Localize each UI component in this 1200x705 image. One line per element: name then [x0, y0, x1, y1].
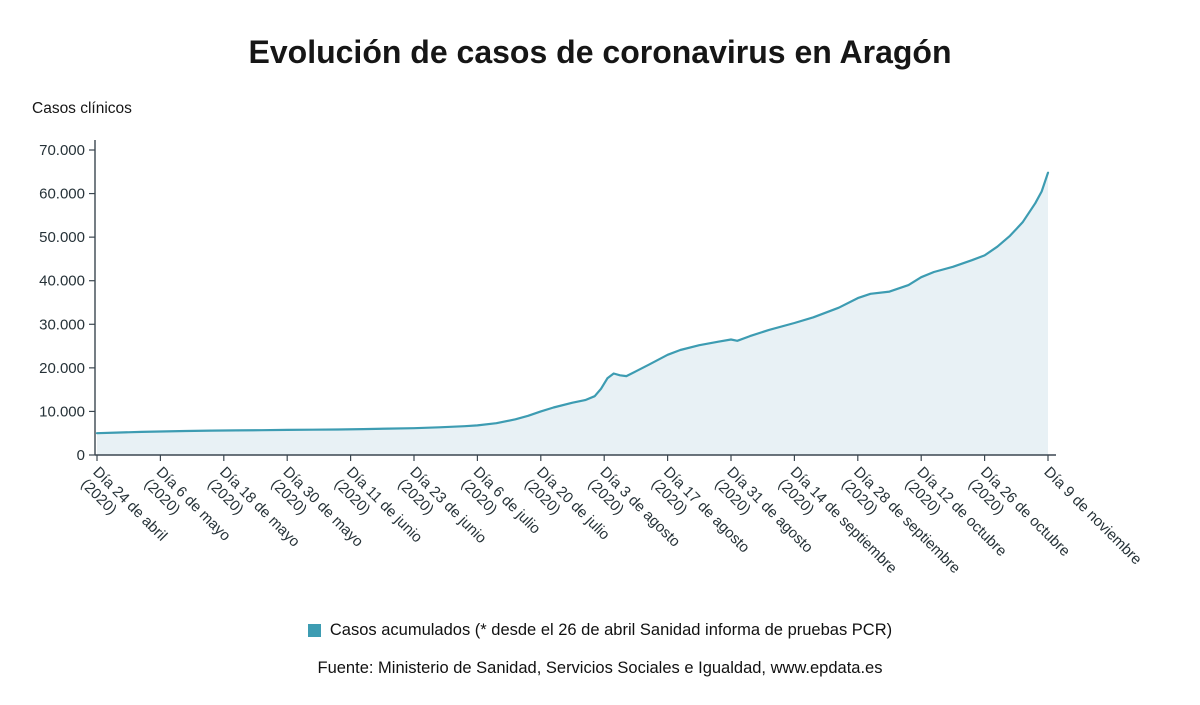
series-line	[95, 171, 1050, 435]
legend-swatch-icon	[307, 624, 321, 637]
y-tick-label: 50.000	[39, 229, 85, 246]
y-tick-label: 40.000	[39, 273, 85, 290]
chart-title: Evolución de casos de coronavirus en Ara…	[248, 34, 952, 70]
svg-text:Día 28 de septiembre: Día 28 de septiembre	[850, 464, 963, 577]
y-tick-label: 0	[77, 447, 85, 464]
svg-text:Día 14 de septiembre: Día 14 de septiembre	[787, 464, 900, 577]
y-axis-title: Casos clínicos	[32, 100, 132, 117]
y-tick-label: 70.000	[39, 142, 85, 159]
y-tick-label: 10.000	[39, 403, 85, 420]
legend-label: Casos acumulados (* desde el 26 de abril…	[329, 621, 893, 639]
source-attribution: Fuente: Ministerio de Sanidad, Servicios…	[317, 659, 883, 677]
y-tick-label: 60.000	[39, 186, 85, 203]
y-tick-label: 20.000	[39, 360, 85, 377]
legend: Casos acumulados (* desde el 26 de abril…	[0, 621, 1200, 640]
series-area	[97, 172, 1048, 455]
y-tick-label: 30.000	[39, 316, 85, 333]
